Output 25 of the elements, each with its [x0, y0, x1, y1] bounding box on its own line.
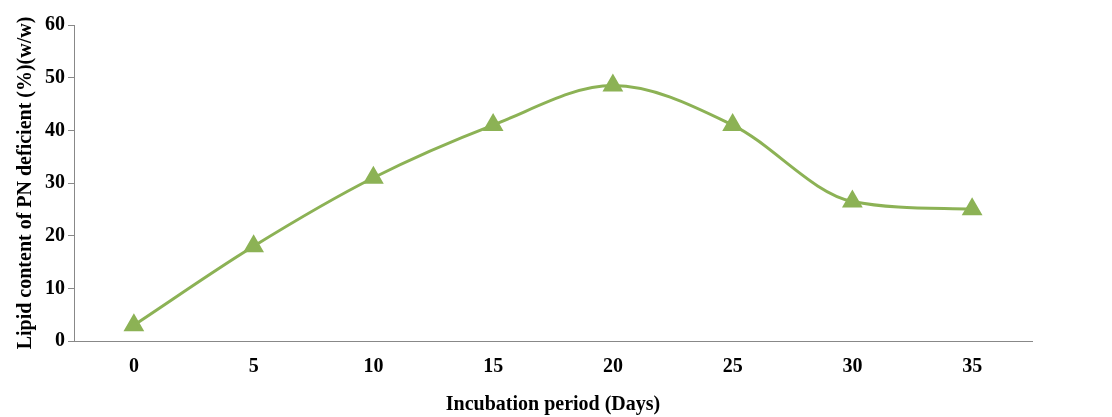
x-tick-label: 0 — [128, 354, 139, 377]
y-tick-label: 0 — [55, 328, 65, 351]
point — [364, 167, 383, 184]
x-tick-label: 35 — [962, 354, 983, 377]
y-tick-label: 30 — [45, 170, 65, 193]
y-tick-label: 10 — [45, 275, 65, 298]
x-tick-label: 10 — [363, 354, 384, 377]
point — [603, 75, 623, 92]
x-tick-label: 20 — [602, 354, 623, 377]
y-tick-label: 20 — [45, 222, 65, 245]
y-axis-title: Lipid content of PN deficient (%)(w/w) — [13, 16, 37, 350]
x-tick-label: 15 — [483, 354, 504, 377]
point — [723, 114, 742, 132]
y-tick-label: 60 — [45, 12, 65, 35]
x-tick-label: 25 — [722, 354, 743, 377]
y-tick-label: 50 — [45, 64, 65, 87]
point — [124, 314, 144, 332]
point — [962, 198, 982, 216]
point — [244, 235, 263, 253]
point — [483, 114, 503, 132]
y-tick-label: 40 — [45, 117, 65, 140]
point — [843, 190, 862, 208]
x-tick-label: 30 — [842, 354, 863, 377]
x-axis-title: Incubation period (Days) — [445, 392, 661, 416]
x-tick-label: 5 — [248, 354, 259, 377]
